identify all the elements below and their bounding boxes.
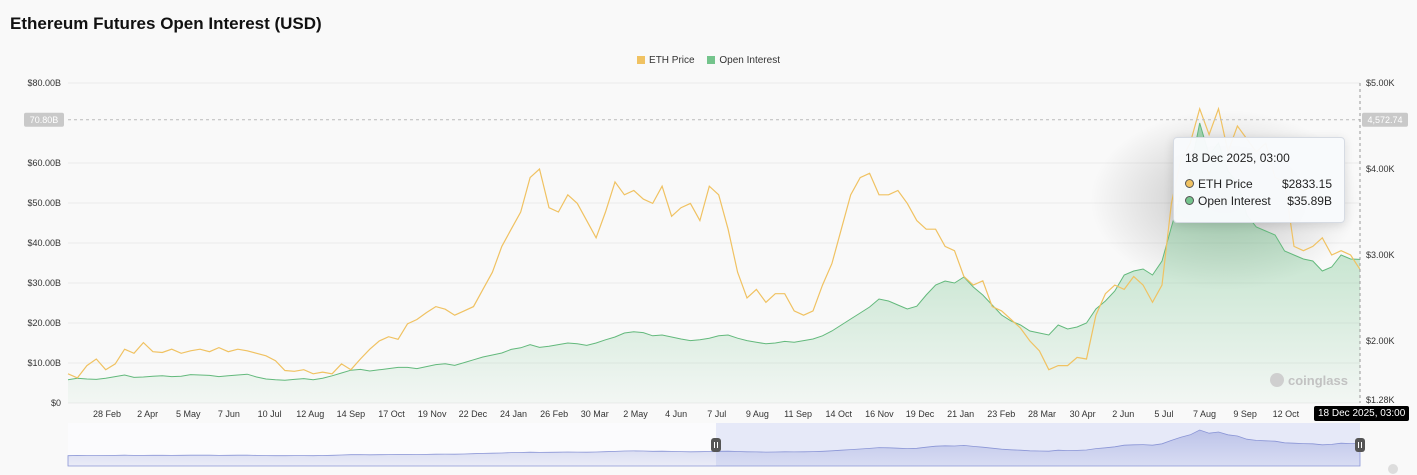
- right-axis-tick: $3.00K: [1366, 250, 1395, 260]
- x-axis-tick: 28 Feb: [93, 409, 121, 419]
- x-axis-tick: 2 Apr: [137, 409, 158, 419]
- right-axis-tick: $4.00K: [1366, 164, 1395, 174]
- x-axis-tick: 24 Jan: [500, 409, 527, 419]
- x-axis-tick: 21 Jan: [947, 409, 974, 419]
- tooltip-label: ETH Price: [1198, 177, 1253, 191]
- x-axis-tick: 7 Aug: [1193, 409, 1216, 419]
- page-title: Ethereum Futures Open Interest (USD): [10, 14, 322, 33]
- x-axis-tick: 17 Oct: [378, 409, 405, 419]
- x-axis-tick: 12 Oct: [1273, 409, 1300, 419]
- coinglass-logo: coinglass: [1270, 373, 1348, 388]
- resize-corner-icon[interactable]: [1388, 464, 1398, 474]
- tooltip-dot-eth: [1185, 179, 1194, 188]
- left-axis-tick: $40.00B: [27, 238, 61, 248]
- tooltip-label: Open Interest: [1198, 194, 1271, 208]
- tooltip-row-eth: ETH Price $2833.15: [1185, 177, 1332, 193]
- right-axis-tick: $5.00K: [1366, 78, 1395, 88]
- x-axis-tick: 22 Dec: [459, 409, 488, 419]
- tooltip-dot-oi: [1185, 196, 1194, 205]
- x-axis-tick: 16 Nov: [865, 409, 894, 419]
- x-axis-tick: 14 Sep: [337, 409, 366, 419]
- tooltip-value: $35.89B: [1287, 194, 1332, 208]
- x-axis-tick: 4 Jun: [665, 409, 687, 419]
- left-axis: $0 $10.00B $20.00B $30.00B $40.00B $50.00B $60…: [27, 78, 61, 408]
- x-axis-tick: 2 Jun: [1112, 409, 1134, 419]
- eth-price-line: [67, 106, 1361, 379]
- x-axis-tick: 7 Jun: [218, 409, 240, 419]
- grip-handle-icon[interactable]: [1355, 438, 1365, 452]
- tooltip-date: 18 Dec 2025, 03:00: [1185, 151, 1290, 165]
- tooltip-value: $2833.15: [1281, 177, 1332, 191]
- x-axis-tick: 30 Apr: [1070, 409, 1096, 419]
- legend-swatch: [707, 56, 716, 64]
- x-axis-tick: 12 Aug: [296, 409, 324, 419]
- left-axis-tick: $0: [51, 398, 61, 408]
- navigator-series: [67, 429, 1361, 467]
- legend-item-open-interest[interactable]: Open Interest: [707, 55, 780, 66]
- left-axis-tick: $10.00B: [27, 358, 61, 368]
- x-axis-tick: 10 Jul: [258, 409, 282, 419]
- crosshair-right-badge: [1362, 112, 1408, 127]
- range-navigator: [67, 423, 1365, 467]
- chart-tooltip: 18 Dec 2025, 03:00 ETH Price $2833.15 Ope…: [1173, 137, 1345, 223]
- crosshair-date-badge: 18 Dec 2025, 03:00: [1314, 406, 1410, 421]
- crosshair-left-label: 70.80B: [30, 115, 59, 125]
- legend-item-eth-price[interactable]: ETH Price: [637, 55, 695, 66]
- x-axis-tick: 19 Dec: [906, 409, 935, 419]
- x-axis-tick: 9 Aug: [746, 409, 769, 419]
- legend-swatch: [637, 56, 646, 64]
- crosshair-right-label: 4,572.74: [1367, 115, 1402, 125]
- left-axis-tick: $30.00B: [27, 278, 61, 288]
- x-axis-tick: 7 Jul: [707, 409, 726, 419]
- coinglass-logo-icon: [1270, 373, 1284, 387]
- grip-handle-icon[interactable]: [711, 438, 721, 452]
- x-axis-tick: 5 May: [176, 409, 201, 419]
- x-axis-tick: 14 Oct: [825, 409, 852, 419]
- x-axis: 28 Feb 2 Apr 5 May 7 Jun 10 Jul 12 Aug 14 Sep 1…: [93, 409, 1332, 419]
- right-axis-tick: $2.00K: [1366, 336, 1395, 346]
- legend-label: ETH Price: [649, 55, 695, 66]
- x-axis-tick: 19 Nov: [418, 409, 447, 419]
- crosshair-left-badge: [24, 112, 64, 127]
- tooltip-row-oi: Open Interest $35.89B: [1185, 194, 1332, 210]
- right-axis-tick: $1.28K: [1366, 395, 1395, 405]
- legend-label: Open Interest: [719, 55, 780, 66]
- left-axis-tick: $80.00B: [27, 78, 61, 88]
- x-axis-tick: 9 Sep: [1233, 409, 1257, 419]
- left-axis-tick: $50.00B: [27, 198, 61, 208]
- x-axis-tick: 30 Mar: [581, 409, 609, 419]
- x-axis-tick: 11 Sep: [784, 409, 812, 419]
- x-axis-tick: 5 Jul: [1154, 409, 1173, 419]
- chart-legend: ETH Price Open Interest: [0, 55, 1417, 66]
- x-axis-tick: 2 May: [623, 409, 648, 419]
- x-axis-tick: 23 Feb: [987, 409, 1015, 419]
- left-axis-tick: $20.00B: [27, 318, 61, 328]
- x-axis-tick: 28 Mar: [1028, 409, 1056, 419]
- x-axis-tick: 26 Feb: [540, 409, 568, 419]
- right-axis: $1.28K $2.00K $3.00K $4.00K $5.00K: [1366, 78, 1395, 405]
- open-interest-line: [67, 122, 1361, 381]
- left-axis-tick: $60.00B: [27, 158, 61, 168]
- logo-text: coinglass: [1288, 373, 1348, 388]
